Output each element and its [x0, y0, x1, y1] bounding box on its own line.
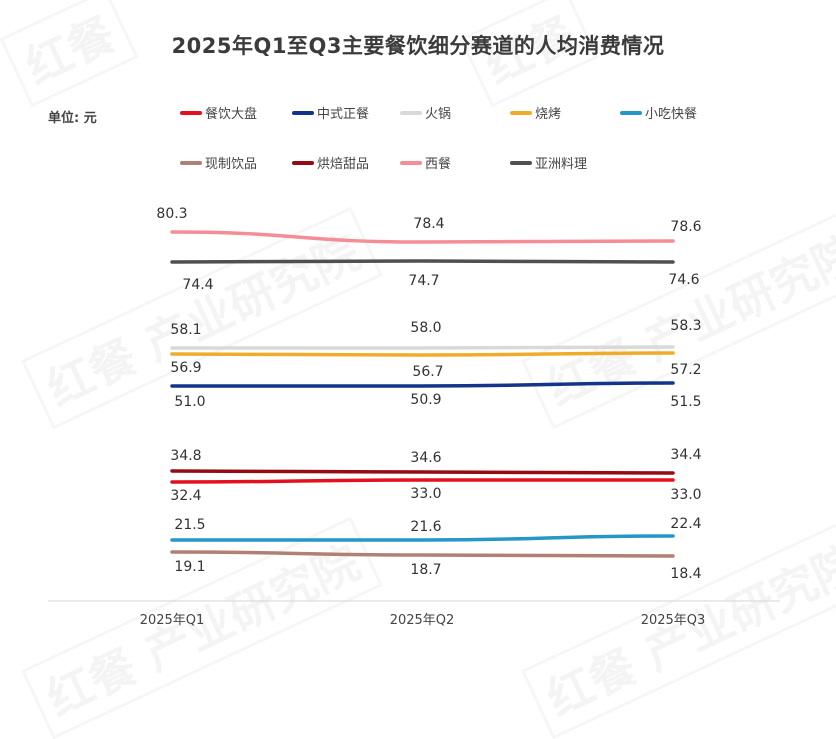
x-tick-label: 2025年Q1	[139, 613, 205, 628]
data-label: 58.1	[170, 322, 201, 338]
data-label: 19.1	[174, 559, 205, 575]
series-line	[170, 550, 675, 558]
data-label: 18.7	[410, 562, 441, 578]
data-label: 34.4	[670, 447, 701, 463]
series-line	[170, 351, 675, 357]
line-plot-area: 80.3 78.4 78.6 74.4 74.7 74.6 58.1 58.0 58.3 56.9…	[48, 206, 780, 602]
series-line	[170, 381, 675, 388]
legend-swatch-icon	[292, 110, 314, 115]
series-line	[170, 345, 675, 350]
legend-label: 烧烤	[535, 107, 562, 122]
legend-label: 火锅	[425, 107, 452, 122]
chart-title: 2025年Q1至Q3主要餐饮细分赛道的人均消费情况	[171, 34, 665, 58]
unit-label: 单位: 元	[48, 111, 97, 126]
legend-label: 中式正餐	[317, 107, 370, 122]
legend-swatch-icon	[400, 160, 422, 165]
data-label: 74.4	[182, 277, 213, 293]
data-label: 80.3	[156, 206, 187, 222]
legend-swatch-icon	[620, 110, 642, 115]
data-label: 21.6	[410, 519, 441, 535]
data-label: 56.9	[170, 360, 201, 376]
data-label: 33.0	[410, 486, 441, 502]
data-label: 22.4	[670, 516, 701, 532]
data-label: 58.3	[670, 318, 701, 334]
data-label: 34.6	[410, 450, 441, 466]
legend-item[interactable]: 西餐	[400, 153, 451, 172]
legend-item[interactable]: 现制饮品	[180, 153, 257, 172]
data-label: 56.7	[412, 364, 443, 380]
data-label: 78.4	[413, 216, 444, 232]
legend-swatch-icon	[510, 110, 532, 115]
data-label: 74.6	[668, 272, 699, 288]
legend-label: 现制饮品	[205, 157, 258, 172]
series-line	[170, 534, 675, 542]
legend-label: 烘焙甜品	[317, 157, 370, 172]
legend-item[interactable]: 中式正餐	[292, 103, 369, 122]
legend-item[interactable]: 火锅	[400, 103, 451, 122]
legend-swatch-icon	[292, 160, 314, 165]
legend-label: 亚洲料理	[535, 157, 588, 172]
legend-swatch-icon	[180, 160, 202, 165]
legend-item[interactable]: 亚洲料理	[510, 153, 587, 172]
data-label: 21.5	[174, 517, 205, 533]
series-line	[170, 469, 675, 475]
legend-item[interactable]: 烧烤	[510, 103, 561, 122]
legend-item[interactable]: 小吃快餐	[620, 103, 697, 122]
data-label: 50.9	[410, 392, 441, 408]
data-label: 51.5	[670, 394, 701, 410]
data-label: 18.4	[670, 566, 701, 582]
data-label: 74.7	[408, 273, 439, 289]
series-line	[170, 230, 675, 244]
data-label: 32.4	[170, 488, 201, 504]
x-tick-label: 2025年Q3	[640, 613, 706, 628]
data-label: 58.0	[410, 320, 441, 336]
legend-label: 西餐	[425, 157, 452, 172]
legend-item[interactable]: 餐饮大盘	[180, 103, 257, 122]
data-label: 51.0	[174, 394, 205, 410]
x-tick-label: 2025年Q2	[389, 613, 455, 628]
legend-swatch-icon	[400, 110, 422, 115]
data-label: 33.0	[670, 487, 701, 503]
series-line	[170, 259, 675, 264]
legend-swatch-icon	[510, 160, 532, 165]
legend-swatch-icon	[180, 110, 202, 115]
data-label: 34.8	[170, 448, 201, 464]
data-label: 78.6	[670, 219, 701, 235]
legend-label: 小吃快餐	[645, 107, 698, 122]
legend-label: 餐饮大盘	[205, 107, 258, 122]
legend-item[interactable]: 烘焙甜品	[292, 153, 369, 172]
data-label: 57.2	[670, 362, 701, 378]
series-line	[170, 478, 675, 484]
